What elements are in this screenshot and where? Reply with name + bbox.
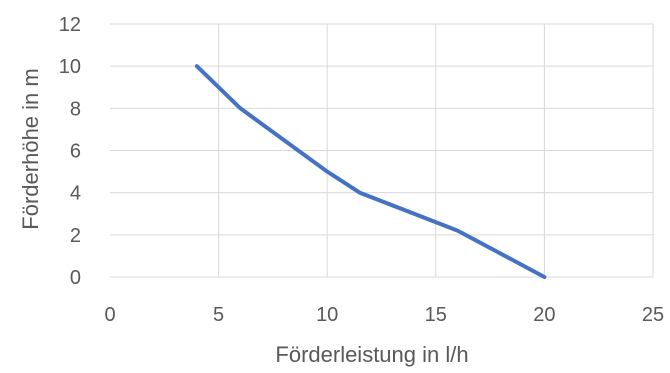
x-tick-label: 0 (104, 304, 115, 326)
series-line (194, 64, 547, 279)
x-tick-label: 5 (213, 304, 224, 326)
y-axis-ticks: 0 2 4 6 8 10 12 (59, 14, 81, 289)
y-tick-label: 12 (59, 14, 81, 36)
x-tick-label: 15 (425, 304, 447, 326)
series-layer (194, 64, 547, 279)
y-tick-label: 6 (70, 141, 81, 163)
gridlines (110, 23, 654, 278)
y-tick-label: 2 (70, 225, 81, 247)
y-axis-title: Förderhöhe in m (18, 68, 43, 229)
x-axis-ticks: 0 5 10 15 20 25 (104, 304, 664, 326)
y-tick-label: 4 (70, 183, 81, 205)
x-tick-label: 10 (316, 304, 338, 326)
y-tick-label: 10 (59, 56, 81, 78)
x-axis-title: Förderleistung in l/h (275, 342, 468, 367)
x-tick-label: 20 (533, 304, 555, 326)
y-tick-label: 8 (70, 98, 81, 120)
y-tick-label: 0 (70, 267, 81, 289)
x-tick-label: 25 (642, 304, 664, 326)
